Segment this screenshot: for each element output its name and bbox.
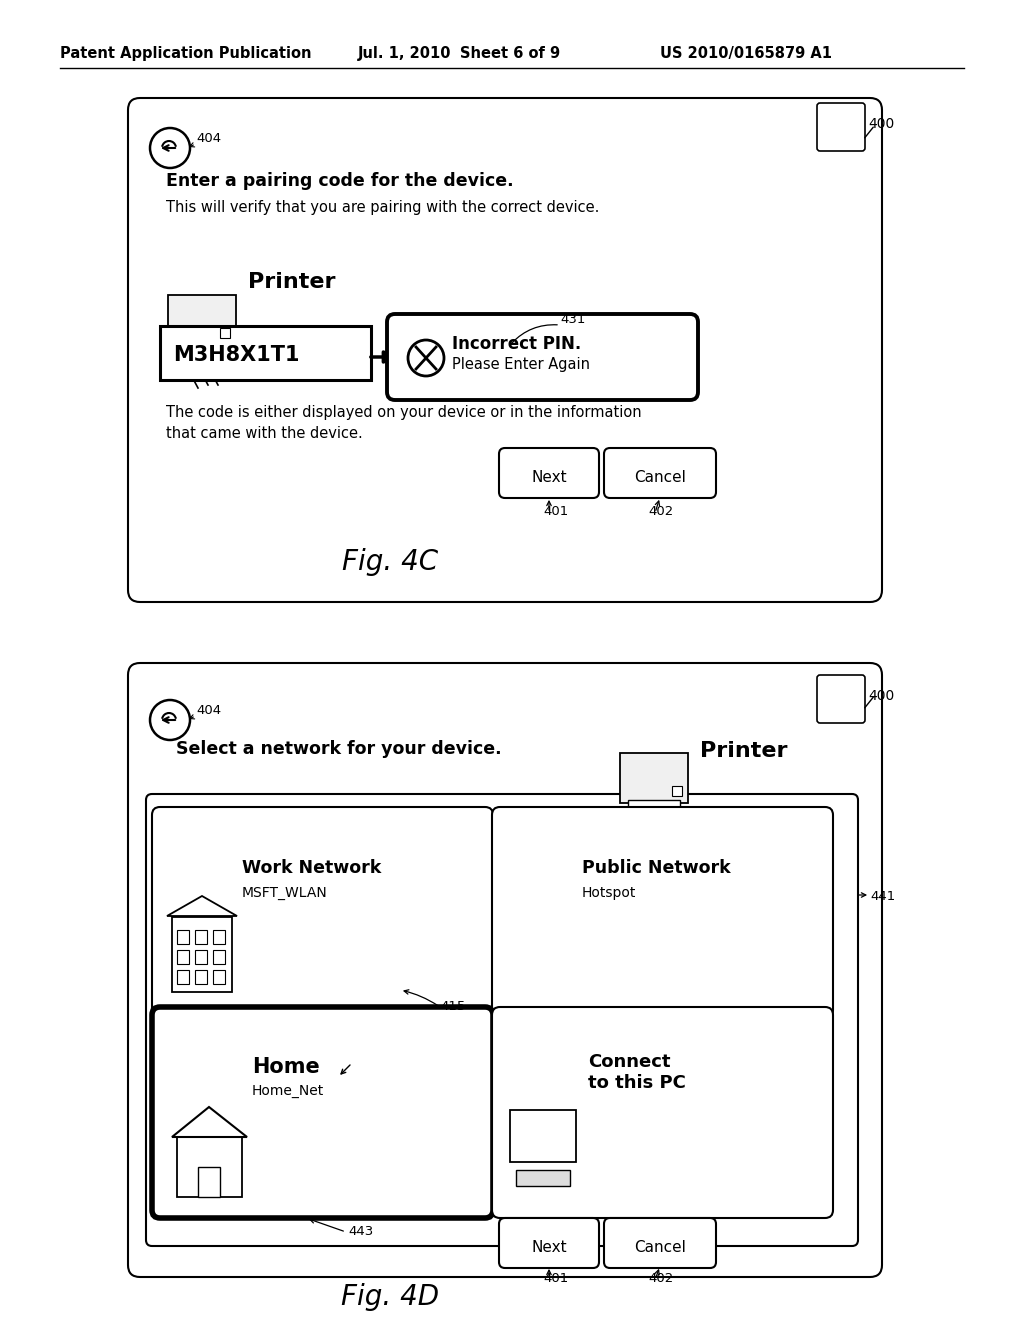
Text: that came with the device.: that came with the device. bbox=[166, 426, 362, 441]
Text: US 2010/0165879 A1: US 2010/0165879 A1 bbox=[660, 46, 831, 61]
Text: 400: 400 bbox=[868, 689, 894, 704]
Text: 401: 401 bbox=[543, 1272, 568, 1284]
FancyBboxPatch shape bbox=[604, 447, 716, 498]
Text: Enter a pairing code for the device.: Enter a pairing code for the device. bbox=[166, 172, 514, 190]
Text: Cancel: Cancel bbox=[634, 1241, 686, 1255]
FancyBboxPatch shape bbox=[492, 807, 833, 1018]
Text: Home_Net: Home_Net bbox=[252, 1084, 325, 1098]
Text: 402: 402 bbox=[648, 1272, 673, 1284]
Text: Select a network for your device.: Select a network for your device. bbox=[176, 741, 502, 758]
Text: 415: 415 bbox=[440, 1001, 465, 1012]
FancyBboxPatch shape bbox=[195, 931, 207, 944]
FancyBboxPatch shape bbox=[213, 931, 225, 944]
Text: Work Network: Work Network bbox=[242, 859, 381, 876]
FancyBboxPatch shape bbox=[672, 785, 682, 796]
FancyBboxPatch shape bbox=[492, 1007, 833, 1218]
FancyBboxPatch shape bbox=[516, 1170, 570, 1185]
FancyBboxPatch shape bbox=[177, 970, 189, 983]
FancyBboxPatch shape bbox=[387, 314, 698, 400]
Text: Jul. 1, 2010: Jul. 1, 2010 bbox=[358, 46, 452, 61]
Text: MSFT_WLAN: MSFT_WLAN bbox=[242, 886, 328, 900]
FancyBboxPatch shape bbox=[499, 1218, 599, 1269]
FancyBboxPatch shape bbox=[152, 807, 493, 1018]
FancyBboxPatch shape bbox=[510, 1110, 575, 1162]
FancyBboxPatch shape bbox=[213, 950, 225, 964]
Text: Incorrect PIN.: Incorrect PIN. bbox=[452, 335, 582, 352]
Text: This will verify that you are pairing with the correct device.: This will verify that you are pairing wi… bbox=[166, 201, 599, 215]
FancyBboxPatch shape bbox=[176, 342, 228, 360]
FancyBboxPatch shape bbox=[177, 931, 189, 944]
Text: Fig. 4C: Fig. 4C bbox=[342, 548, 438, 576]
Text: 401: 401 bbox=[543, 506, 568, 517]
Text: Connect: Connect bbox=[588, 1053, 671, 1071]
FancyBboxPatch shape bbox=[628, 800, 680, 818]
Text: 443: 443 bbox=[348, 1225, 374, 1238]
FancyBboxPatch shape bbox=[220, 327, 230, 338]
Text: 441: 441 bbox=[870, 890, 895, 903]
Text: Hotspot: Hotspot bbox=[582, 886, 636, 900]
Text: 404: 404 bbox=[196, 704, 221, 717]
FancyBboxPatch shape bbox=[817, 103, 865, 150]
Text: Printer: Printer bbox=[248, 272, 336, 292]
FancyBboxPatch shape bbox=[177, 1137, 242, 1197]
Text: M3H8X1T1: M3H8X1T1 bbox=[173, 345, 299, 366]
FancyBboxPatch shape bbox=[195, 970, 207, 983]
Text: 404: 404 bbox=[196, 132, 221, 145]
Text: 402: 402 bbox=[648, 506, 673, 517]
FancyBboxPatch shape bbox=[128, 98, 882, 602]
FancyBboxPatch shape bbox=[817, 675, 865, 723]
Text: 431: 431 bbox=[560, 313, 586, 326]
FancyBboxPatch shape bbox=[177, 950, 189, 964]
Text: Printer: Printer bbox=[700, 741, 787, 762]
Text: Sheet 6 of 9: Sheet 6 of 9 bbox=[460, 46, 560, 61]
Text: to this PC: to this PC bbox=[588, 1074, 686, 1092]
FancyBboxPatch shape bbox=[213, 970, 225, 983]
Text: Public Network: Public Network bbox=[582, 859, 731, 876]
FancyBboxPatch shape bbox=[128, 663, 882, 1276]
Text: Fig. 4D: Fig. 4D bbox=[341, 1283, 439, 1311]
FancyBboxPatch shape bbox=[152, 1007, 493, 1218]
Text: Next: Next bbox=[531, 470, 567, 486]
FancyBboxPatch shape bbox=[195, 950, 207, 964]
FancyBboxPatch shape bbox=[146, 795, 858, 1246]
Text: The code is either displayed on your device or in the information: The code is either displayed on your dev… bbox=[166, 405, 642, 420]
Text: Patent Application Publication: Patent Application Publication bbox=[60, 46, 311, 61]
Text: Cancel: Cancel bbox=[634, 470, 686, 486]
FancyBboxPatch shape bbox=[198, 1167, 220, 1197]
FancyBboxPatch shape bbox=[172, 917, 232, 993]
FancyBboxPatch shape bbox=[604, 1218, 716, 1269]
FancyBboxPatch shape bbox=[168, 294, 236, 345]
Text: Home: Home bbox=[252, 1057, 319, 1077]
Text: 400: 400 bbox=[868, 117, 894, 131]
FancyBboxPatch shape bbox=[620, 752, 688, 803]
Text: Please Enter Again: Please Enter Again bbox=[452, 356, 590, 372]
FancyBboxPatch shape bbox=[499, 447, 599, 498]
Text: Next: Next bbox=[531, 1241, 567, 1255]
FancyBboxPatch shape bbox=[160, 326, 371, 380]
